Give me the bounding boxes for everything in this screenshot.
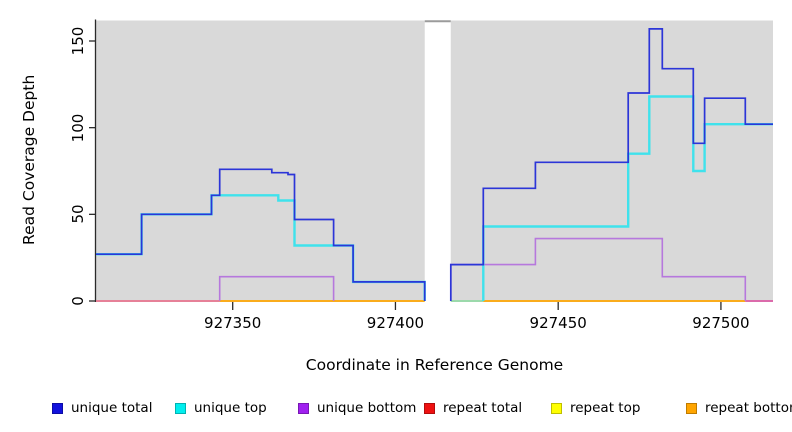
- legend-label: repeat bottom: [705, 400, 792, 416]
- x-tick-label: 927400: [366, 314, 425, 332]
- legend-label: repeat total: [443, 400, 523, 416]
- x-tick-label: 927450: [529, 314, 587, 332]
- series-line-unique-bottom: [218, 275, 335, 301]
- legend-item-repeat-bottom: repeat bottom: [686, 398, 792, 418]
- legend-item-unique-top: unique top: [175, 398, 267, 418]
- series-line-unique-total: [96, 168, 426, 301]
- y-tick-label: 100: [69, 113, 87, 142]
- series-line-unique-total: [449, 28, 773, 301]
- legend-label: repeat top: [570, 400, 641, 416]
- legend-label: unique bottom: [317, 400, 417, 416]
- y-tick-label: 50: [69, 204, 87, 224]
- y-axis-title: Read Coverage Depth: [20, 74, 38, 245]
- y-tick-label: 0: [69, 296, 87, 306]
- legend-swatch-repeat-bottom: [686, 402, 697, 414]
- plot-panel-right: [450, 20, 773, 302]
- legend: unique total unique top unique bottom repea…: [0, 398, 792, 420]
- legend-swatch-unique-bottom: [298, 402, 309, 414]
- y-tick-label: 150: [69, 26, 87, 56]
- legend-swatch-unique-top: [175, 402, 186, 414]
- legend-label: unique top: [194, 400, 267, 416]
- legend-swatch-unique-total: [52, 402, 63, 414]
- series-line-unique-top: [482, 95, 773, 301]
- legend-item-repeat-top: repeat top: [551, 398, 640, 418]
- legend-swatch-repeat-total: [424, 402, 435, 414]
- legend-item-unique-total: unique total: [52, 398, 152, 418]
- legend-item-unique-bottom: unique bottom: [298, 398, 416, 418]
- legend-item-repeat-total: repeat total: [424, 398, 522, 418]
- legend-label: unique total: [71, 400, 153, 416]
- x-tick-label: 927500: [692, 314, 750, 332]
- x-tick-label: 927350: [204, 314, 262, 332]
- plot-panel-left: [96, 20, 425, 302]
- x-axis-title: Coordinate in Reference Genome: [305, 356, 564, 374]
- legend-swatch-repeat-top: [551, 402, 562, 414]
